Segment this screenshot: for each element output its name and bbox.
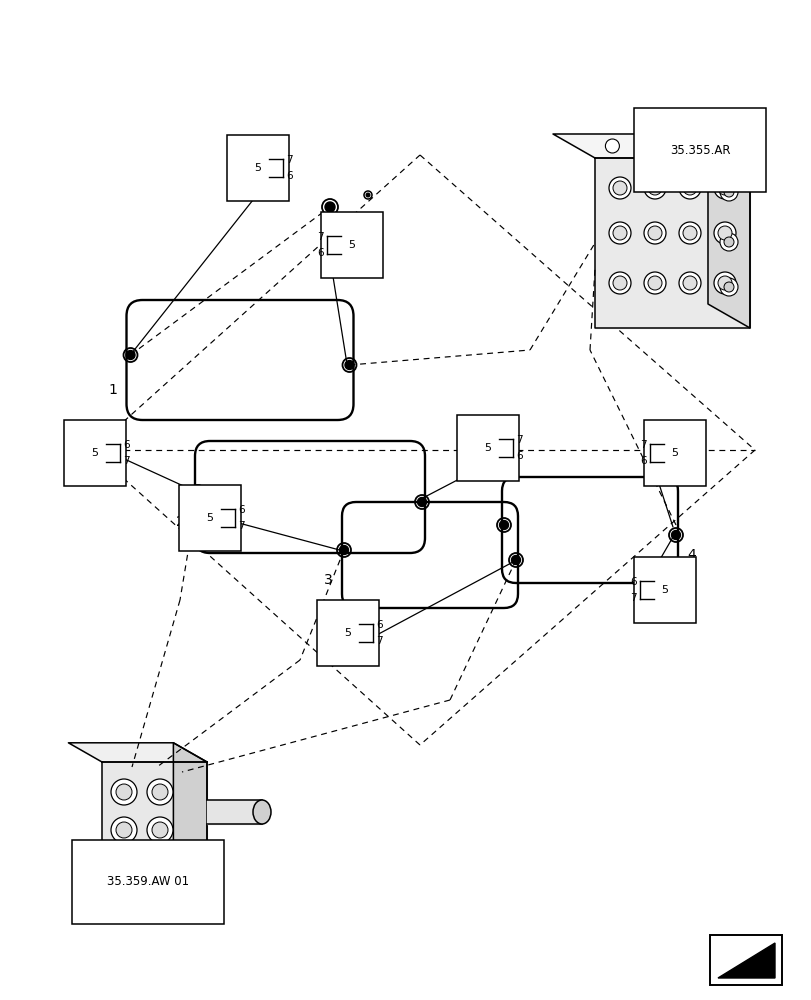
- Text: 5: 5: [254, 163, 261, 173]
- Circle shape: [608, 222, 630, 244]
- Text: 7: 7: [640, 440, 646, 450]
- Text: 1: 1: [108, 383, 117, 397]
- Text: 7: 7: [375, 636, 382, 646]
- Text: 7: 7: [285, 155, 292, 165]
- Circle shape: [678, 222, 700, 244]
- Text: 5: 5: [671, 448, 678, 458]
- Circle shape: [643, 272, 665, 294]
- Circle shape: [116, 822, 132, 838]
- Circle shape: [417, 497, 426, 506]
- Circle shape: [339, 546, 348, 554]
- Circle shape: [650, 139, 663, 153]
- Text: 3: 3: [324, 573, 332, 587]
- Circle shape: [719, 183, 737, 201]
- Text: 6: 6: [285, 171, 292, 181]
- Text: 5: 5: [348, 240, 355, 250]
- Circle shape: [719, 233, 737, 251]
- Circle shape: [713, 222, 735, 244]
- Circle shape: [111, 817, 137, 843]
- Circle shape: [713, 177, 735, 199]
- Text: 6: 6: [640, 456, 646, 466]
- Circle shape: [678, 177, 700, 199]
- Circle shape: [193, 488, 202, 496]
- Circle shape: [723, 237, 733, 247]
- Circle shape: [713, 272, 735, 294]
- Circle shape: [647, 181, 661, 195]
- Text: 35.355.AR: 35.355.AR: [669, 144, 729, 157]
- Text: 4: 4: [687, 548, 696, 562]
- Circle shape: [678, 272, 700, 294]
- Circle shape: [147, 817, 173, 843]
- Circle shape: [612, 276, 626, 290]
- Text: 2: 2: [175, 515, 184, 529]
- Circle shape: [605, 139, 619, 153]
- Ellipse shape: [253, 800, 271, 824]
- Circle shape: [608, 177, 630, 199]
- Circle shape: [111, 779, 137, 805]
- Bar: [709, 935, 781, 985]
- Circle shape: [682, 226, 696, 240]
- Text: 7: 7: [515, 435, 522, 445]
- Circle shape: [719, 138, 733, 152]
- Circle shape: [682, 276, 696, 290]
- Circle shape: [147, 779, 173, 805]
- Text: 35.359.AW 01: 35.359.AW 01: [107, 876, 189, 888]
- Circle shape: [499, 520, 508, 530]
- Text: 7: 7: [122, 456, 130, 466]
- Polygon shape: [594, 158, 749, 328]
- Circle shape: [671, 530, 680, 540]
- Text: 5: 5: [206, 513, 213, 523]
- Circle shape: [608, 272, 630, 294]
- Text: 7: 7: [317, 232, 324, 242]
- Polygon shape: [207, 800, 262, 824]
- Text: 6: 6: [375, 620, 382, 630]
- Circle shape: [116, 784, 132, 800]
- Circle shape: [324, 202, 335, 212]
- Text: 6: 6: [122, 440, 130, 450]
- Polygon shape: [717, 943, 774, 978]
- Polygon shape: [707, 134, 749, 328]
- Circle shape: [717, 181, 731, 195]
- Circle shape: [647, 276, 661, 290]
- Circle shape: [647, 226, 661, 240]
- Text: 5: 5: [92, 448, 98, 458]
- Text: 6: 6: [317, 248, 324, 258]
- Circle shape: [643, 177, 665, 199]
- Circle shape: [717, 276, 731, 290]
- Circle shape: [152, 822, 168, 838]
- Text: 6: 6: [238, 505, 244, 515]
- Circle shape: [682, 181, 696, 195]
- Text: 5: 5: [344, 628, 351, 638]
- Text: 7: 7: [629, 593, 636, 603]
- Circle shape: [684, 139, 698, 153]
- Polygon shape: [174, 743, 207, 862]
- Polygon shape: [552, 134, 749, 158]
- Circle shape: [612, 181, 626, 195]
- Text: 7: 7: [238, 521, 244, 531]
- Circle shape: [717, 226, 731, 240]
- Circle shape: [152, 784, 168, 800]
- Circle shape: [350, 231, 358, 239]
- Circle shape: [723, 187, 733, 197]
- Circle shape: [366, 193, 369, 197]
- Polygon shape: [68, 743, 207, 762]
- Circle shape: [643, 222, 665, 244]
- Circle shape: [719, 278, 737, 296]
- Text: 6: 6: [629, 577, 636, 587]
- Text: 6: 6: [515, 451, 522, 461]
- Text: 5: 5: [661, 585, 667, 595]
- Circle shape: [612, 226, 626, 240]
- Circle shape: [345, 360, 354, 369]
- Circle shape: [126, 351, 135, 360]
- Polygon shape: [102, 762, 207, 862]
- Circle shape: [511, 556, 520, 564]
- Circle shape: [723, 282, 733, 292]
- Text: 5: 5: [484, 443, 491, 453]
